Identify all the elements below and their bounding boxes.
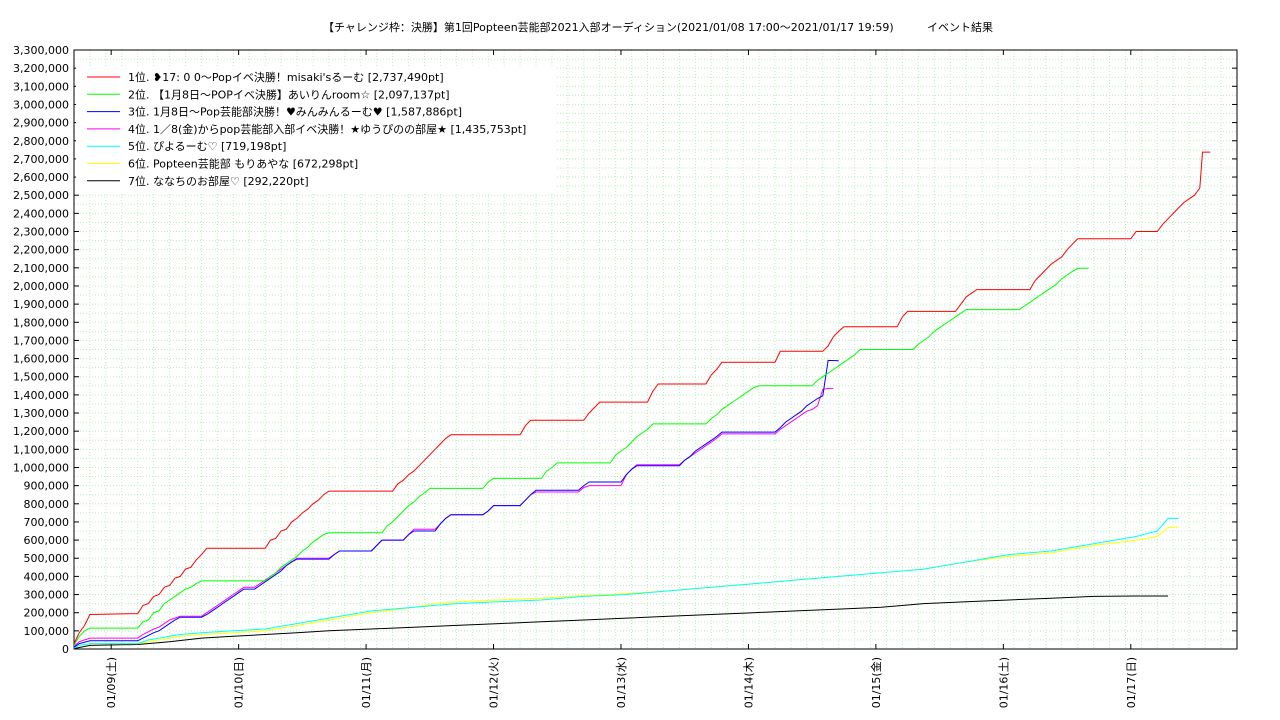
x-tick-label: 01/11(月)	[360, 657, 373, 708]
y-tick-label: 2,500,000	[13, 189, 69, 202]
series-line	[73, 526, 1179, 649]
y-tick-label: 3,000,000	[13, 98, 69, 111]
y-tick-label: 1,700,000	[13, 334, 69, 347]
series-line	[73, 359, 839, 648]
legend-entry: 7位. ななちのお部屋♡ [292,220pt]	[128, 174, 309, 188]
y-tick-label: 3,300,000	[13, 44, 69, 57]
y-tick-label: 1,100,000	[13, 443, 69, 456]
x-axis: 01/09(土) 01/10(日) 01/11(月) 01/12(火) 01/13(水)…	[105, 50, 1138, 708]
legend-entry: 1位. ❥17: 0 0〜Popイベ決勝！misaki'sるーむ [2,737,…	[128, 70, 444, 84]
x-tick-label: 01/14(木)	[742, 657, 755, 708]
y-tick-label: 1,900,000	[13, 298, 69, 311]
y-tick-label: 100,000	[24, 625, 70, 638]
legend-entry: 3位. 1月8日〜Pop芸能部決勝！♥みんみんるーむ♥ [1,587,886pt…	[128, 105, 462, 119]
legend-entry: 2位. 【1月8日〜POPイベ決勝】あいりんroom☆ [2,097,137pt…	[128, 87, 450, 101]
y-tick-label: 1,500,000	[13, 371, 69, 384]
y-tick-label: 2,300,000	[13, 226, 69, 239]
y-tick-label: 1,300,000	[13, 407, 69, 420]
legend-entry: 5位. ぴよるーむ♡ [719,198pt]	[128, 139, 286, 153]
x-tick-label: 01/10(日)	[233, 657, 246, 708]
y-tick-label: 1,000,000	[13, 461, 69, 474]
y-tick-label: 0	[62, 643, 69, 656]
series-line	[73, 387, 834, 647]
y-tick-label: 400,000	[24, 570, 70, 583]
y-tick-label: 1,400,000	[13, 389, 69, 402]
y-tick-label: 2,900,000	[13, 117, 69, 130]
y-tick-label: 500,000	[24, 552, 70, 565]
y-tick-label: 900,000	[24, 480, 70, 493]
y-tick-label: 1,800,000	[13, 316, 69, 329]
series-lines	[73, 151, 1211, 650]
y-tick-label: 2,100,000	[13, 262, 69, 275]
y-tick-label: 2,400,000	[13, 207, 69, 220]
x-tick-label: 01/17(日)	[1125, 657, 1138, 708]
y-axis: 0 100,000 200,000 300,000 400,000 500,000 600,…	[13, 44, 1237, 656]
chart-title: 【チャレンジ枠：決勝】第1回Popteen芸能部2021入部オーディション(20…	[323, 20, 894, 34]
y-tick-label: 600,000	[24, 534, 70, 547]
legend-entry: 6位. Popteen芸能部 もりあやな [672,298pt]	[128, 157, 358, 171]
y-tick-label: 2,800,000	[13, 135, 69, 148]
y-tick-label: 800,000	[24, 498, 70, 511]
x-tick-label: 01/12(火)	[488, 657, 501, 708]
y-tick-label: 1,600,000	[13, 353, 69, 366]
plot-frame	[73, 49, 1238, 650]
y-tick-label: 3,200,000	[13, 62, 69, 75]
legend-box	[76, 66, 556, 192]
x-tick-label: 01/13(水)	[615, 657, 628, 708]
y-tick-label: 1,200,000	[13, 425, 69, 438]
x-tick-label: 01/09(土)	[105, 657, 118, 708]
y-tick-label: 700,000	[24, 516, 70, 529]
y-tick-label: 2,200,000	[13, 244, 69, 257]
y-tick-label: 2,700,000	[13, 153, 69, 166]
legend-entry: 4位. 1／8(金)からpop芸能部入部イベ決勝！★ゆうぴのの部屋★ [1,43…	[128, 122, 526, 136]
chart-subtitle: イベント結果	[927, 20, 993, 34]
y-tick-label: 2,600,000	[13, 171, 69, 184]
x-tick-label: 01/15(金)	[869, 657, 883, 708]
series-line	[73, 151, 1211, 644]
y-tick-label: 300,000	[24, 589, 70, 602]
y-tick-label: 200,000	[24, 607, 70, 620]
legend: 1位. ❥17: 0 0〜Popイベ決勝！misaki'sるーむ [2,737,…	[76, 66, 556, 192]
y-tick-label: 2,000,000	[13, 280, 69, 293]
y-tick-label: 3,100,000	[13, 80, 69, 93]
series-line	[73, 517, 1179, 649]
x-tick-label: 01/16(土)	[997, 657, 1010, 708]
series-line	[73, 595, 1168, 650]
series-line	[73, 267, 1089, 646]
